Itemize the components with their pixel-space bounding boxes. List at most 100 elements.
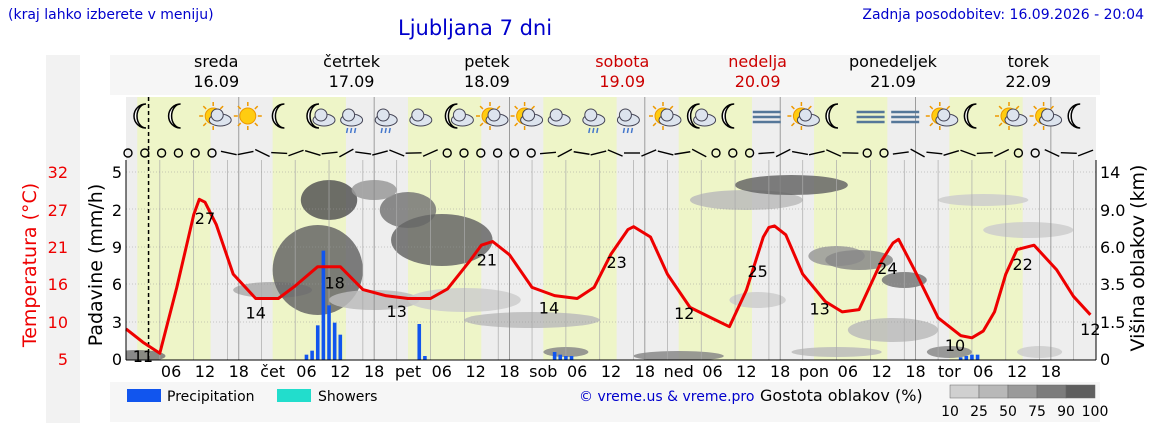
precip-tick-6: 6 [112,275,122,294]
precipitation-bar [552,352,557,360]
cloud-blob [689,190,803,210]
daylight-band [678,97,752,360]
sun-ray [1033,105,1038,110]
wind-calm [123,148,133,158]
moon-icon [271,103,285,129]
precipitation-bar [569,356,574,360]
precipitation-bar [564,356,568,360]
day-label-cetrtek: četrtek 17.09 [323,52,381,91]
wind-barb [1060,152,1077,154]
moon-shape [686,103,700,129]
rain-drop [588,127,591,134]
x-tick-label: sob [529,362,557,381]
x-tick-label: 18 [499,362,519,381]
wind-calm [509,148,520,158]
sun-cloud-icon [649,102,682,130]
moon-shape [133,103,147,129]
sun-ray [531,105,536,110]
precip-tick-0: 0 [112,350,122,369]
bottom-panel [110,382,1100,422]
sun-icon [233,102,262,130]
cloud-scale-label: 100 [1082,404,1109,420]
wind-barb [355,151,372,155]
precipitation-bars [304,250,980,360]
sun-ray [1050,105,1055,110]
moon-icon [721,103,735,129]
wind-barb [339,148,354,158]
wind-barb [892,151,909,155]
moon-shape [1067,103,1081,129]
day-night-bands [126,97,1096,360]
x-tick-label: 18 [364,362,384,381]
grid [126,97,1096,360]
legend-precipitation-swatch [127,389,161,402]
x-tick-label: 18 [905,362,925,381]
temperature-label: 12 [674,304,694,323]
sun-ray [807,105,812,110]
cloud-tick-6-0: 6.0 [1100,238,1125,257]
cloud-puff [798,108,812,122]
wind-barb [826,149,842,157]
temperature-line [125,197,1092,355]
cloud-puff [1006,108,1020,122]
rain-drop [622,127,626,134]
wind-calm [1030,148,1040,158]
sun-ray [237,122,242,127]
rain-drop [345,127,349,134]
wind-barb [607,149,623,157]
precipitation-bar [327,305,331,360]
wind-barb [254,148,270,158]
cloud-puff [937,108,951,122]
wind-barb [557,148,573,158]
precipitation-axis-title: Padavine (mm/h) [85,184,107,347]
rain-drop [349,127,353,134]
wind-barb [691,148,707,158]
rain-cloud-icon [616,108,640,134]
wind-barb [304,149,321,157]
cloud-puff [660,108,674,122]
sun-ray [254,122,259,127]
cloud-scale-label: 90 [1057,404,1075,420]
cloud-icon [409,108,433,127]
wind-barb [422,149,438,157]
temp-tick-5: 5 [58,350,68,369]
credit-link[interactable]: © vreme.us & vreme.pro [579,389,754,405]
precipitation-bar [423,356,427,360]
x-tick-label: čet [260,362,285,381]
wind-barb [539,151,557,155]
wind-barb [573,151,590,155]
wind-calm [744,148,755,158]
wind-barb [791,150,809,156]
wind-barb [657,150,674,156]
rain-drop [596,127,599,134]
sun-cloud-icon [1029,102,1063,130]
moon-icon [133,103,147,129]
rain-cloud-icon [374,108,398,134]
cloud-puff [210,108,224,122]
cloud-scale-label: 10 [941,404,959,420]
sun-cloud-icon [925,102,959,130]
axes [125,160,1097,361]
temperature-label: 23 [606,253,626,272]
wind-barbs [123,148,1094,158]
legend-precipitation-label: Precipitation [167,389,255,405]
precip-tick-5: 5 [112,163,122,182]
precipitation-bar [558,354,563,360]
sun-ray [202,122,207,127]
wind-barb [775,148,791,158]
wind-calm [459,148,469,158]
x-tick-label: 06 [702,362,722,381]
x-tick-label: 06 [296,362,316,381]
temperature-label: 18 [324,274,344,293]
daylight-band [814,97,888,360]
wind-barb [976,151,993,155]
wind-calm [728,148,738,158]
temperature-label: 13 [387,302,407,321]
moon-cloud-icon [444,103,474,129]
moon-shape [306,103,320,129]
precipitation-bar [338,334,343,360]
legend: Precipitation Showers © vreme.us & vreme… [127,384,1109,420]
temperature-label: 14 [539,299,559,318]
wind-calm [492,148,503,158]
x-tick-label: 12 [465,362,485,381]
